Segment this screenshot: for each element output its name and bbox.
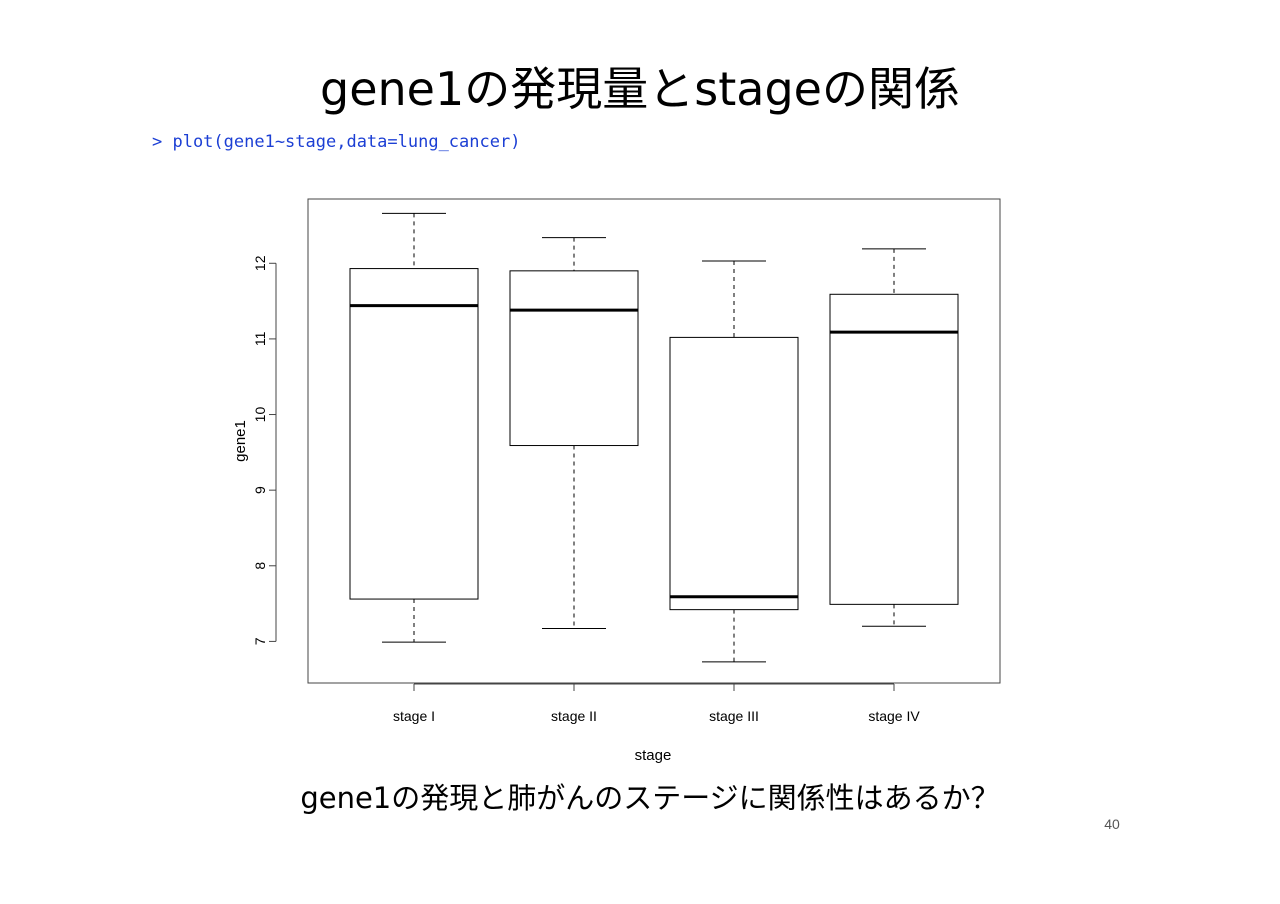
slide-title: gene1の発現量とstageの関係 (320, 62, 960, 116)
y-tick-label: 11 (252, 331, 268, 346)
y-axis-label: gene1 (232, 420, 249, 462)
x-tick-label: stage I (393, 708, 435, 724)
iqr-box (829, 293, 959, 605)
y-axis: 7 8 9 10 11 12 (252, 255, 277, 645)
box-4 (829, 248, 959, 627)
iqr-box (349, 268, 479, 600)
box-2 (509, 237, 639, 630)
x-axis-label: stage (635, 747, 672, 764)
iqr-box (669, 336, 799, 611)
box-1 (349, 212, 479, 643)
box-3 (669, 260, 799, 663)
plot-frame (307, 198, 1001, 684)
page-number: 40 (1104, 816, 1120, 832)
y-tick-label: 8 (252, 562, 268, 570)
x-axis: stage I stage II stage III stage IV (393, 683, 920, 724)
y-tick-label: 9 (252, 486, 268, 494)
y-tick-label: 10 (252, 407, 268, 423)
x-tick-label: stage IV (868, 708, 920, 724)
r-code-line: > plot(gene1~stage,data=lung_cancer) (152, 132, 521, 152)
slide-caption: gene1の発現と肺がんのステージに関係性はあるか？ (300, 781, 1000, 815)
y-tick-label: 7 (252, 637, 268, 645)
x-tick-label: stage III (709, 708, 759, 724)
x-tick-label: stage II (551, 708, 597, 724)
y-tick-label: 12 (252, 255, 268, 271)
boxes (349, 212, 959, 663)
iqr-box (509, 270, 639, 447)
